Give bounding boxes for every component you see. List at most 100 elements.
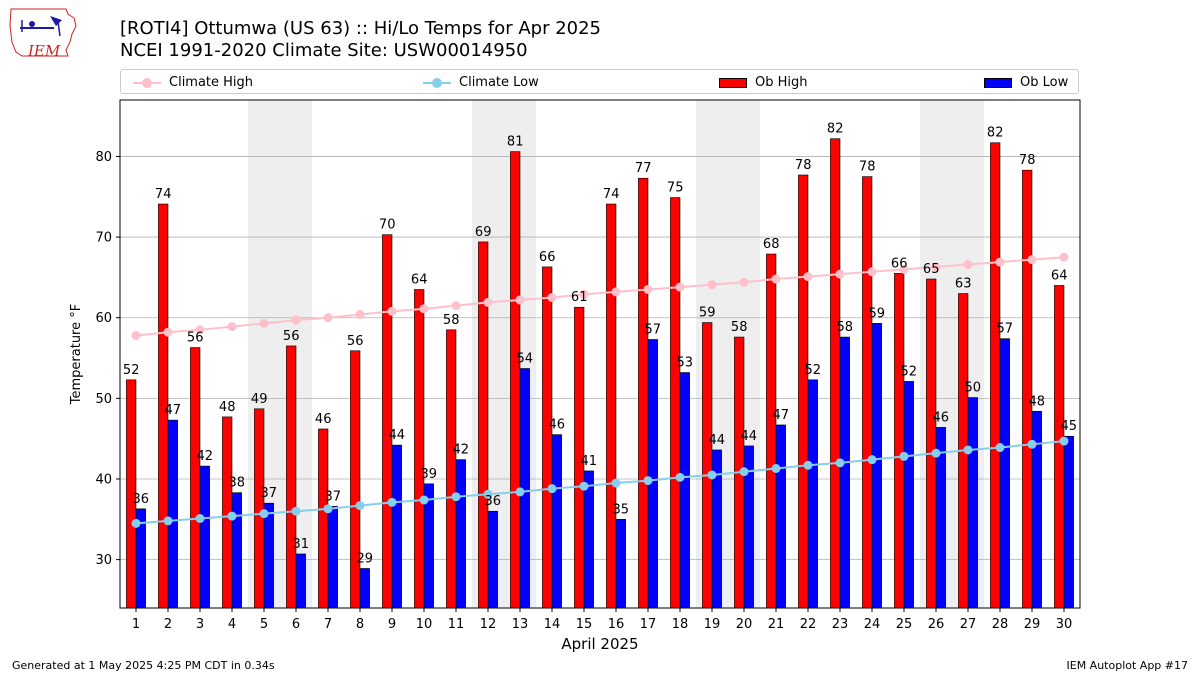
ob-high-bar: [830, 138, 841, 609]
ob-low-label: 42: [197, 449, 214, 464]
ob-high-label: 63: [955, 277, 972, 292]
swatch-icon: [984, 77, 1012, 88]
y-tick-label: 70: [95, 231, 112, 246]
climate-low-point: [259, 509, 269, 519]
ob-high-label: 46: [315, 412, 332, 427]
ob-high-bar: [638, 177, 649, 609]
ob-high-label: 52: [123, 363, 140, 378]
legend-item-climate-low: Climate Low: [423, 70, 539, 95]
ob-high-bar: [1022, 169, 1033, 609]
y-tick-label: 60: [95, 311, 112, 326]
climate-low-line: [135, 440, 1065, 525]
ob-high-bar: [286, 345, 297, 609]
ob-high-bar: [766, 253, 777, 609]
climate-low-point: [355, 501, 365, 511]
climate-high-point: [803, 272, 813, 282]
ob-low-label: 53: [677, 356, 694, 371]
climate-high-point: [867, 267, 877, 277]
climate-high-point: [1027, 255, 1037, 265]
ob-high-bar: [254, 408, 265, 609]
generated-note: Generated at 1 May 2025 4:25 PM CDT in 0…: [12, 659, 275, 672]
x-tick-label: 18: [672, 617, 689, 632]
ob-low-label: 45: [1061, 419, 1078, 434]
x-tick-label: 6: [292, 617, 300, 632]
ob-low-bar: [199, 465, 210, 609]
climate-high-point: [227, 322, 237, 332]
x-tick-label: 22: [800, 617, 817, 632]
climate-low-point: [547, 484, 557, 494]
x-tick-label: 5: [260, 617, 268, 632]
climate-high-point: [899, 264, 909, 274]
ob-high-bar: [894, 273, 905, 609]
ob-high-label: 59: [699, 306, 716, 321]
ob-high-label: 65: [923, 262, 940, 277]
x-tick-label: 20: [736, 617, 753, 632]
climate-low-point: [803, 460, 813, 470]
climate-low-point: [643, 476, 653, 486]
ob-low-bar: [327, 506, 338, 609]
ob-high-label: 49: [251, 392, 268, 407]
climate-high-point: [675, 282, 685, 292]
ob-high-label: 68: [763, 237, 780, 252]
chart-title: [ROTI4] Ottumwa (US 63) :: Hi/Lo Temps f…: [120, 18, 601, 39]
ob-high-bar: [990, 142, 1001, 609]
climate-high-point: [419, 304, 429, 314]
climate-high-point: [995, 257, 1005, 267]
ob-high-bar: [510, 151, 521, 609]
ob-high-label: 69: [475, 225, 492, 240]
x-tick-label: 17: [640, 617, 657, 632]
gridlines: [120, 156, 1080, 561]
swatch-icon: [719, 77, 747, 88]
climate-low-point: [931, 448, 941, 458]
ob-low-label: 29: [357, 551, 374, 566]
x-tick-label: 13: [512, 617, 529, 632]
climate-low-point: [291, 506, 301, 516]
ob-low-label: 37: [325, 489, 342, 504]
ob-high-label: 58: [443, 313, 460, 328]
climate-low-point: [163, 516, 173, 526]
ob-low-bar: [295, 553, 306, 609]
ob-low-bar: [391, 444, 402, 609]
ob-low-bar: [487, 510, 498, 609]
x-tick-label: 12: [480, 617, 497, 632]
logo-text: IEM: [28, 42, 61, 60]
ob-high-bar: [542, 266, 553, 609]
x-tick-label: 26: [928, 617, 945, 632]
climate-high-point: [451, 301, 461, 311]
ob-low-bar: [967, 397, 978, 609]
ob-low-bar: [839, 336, 850, 609]
climate-low-point: [1059, 436, 1069, 446]
climate-high-point: [739, 277, 749, 287]
climate-high-point: [515, 295, 525, 305]
line-marker-icon: [423, 77, 451, 88]
ob-high-label: 78: [795, 158, 812, 173]
ob-low-label: 39: [421, 467, 438, 482]
ob-high-bar: [606, 203, 617, 609]
ob-high-bar: [478, 241, 489, 609]
ob-high-label: 61: [571, 290, 588, 305]
ob-low-bar: [263, 502, 274, 609]
climate-high-point: [483, 297, 493, 307]
iowa-map-icon: [9, 8, 77, 57]
y-tick-label: 80: [95, 150, 112, 165]
ob-low-label: 44: [389, 428, 406, 443]
ob-low-label: 38: [229, 476, 246, 491]
y-tick-label: 50: [95, 392, 112, 407]
ob-high-bar: [350, 350, 361, 609]
climate-high-point: [131, 330, 141, 340]
x-tick-label: 30: [1056, 617, 1073, 632]
climate-high-point: [291, 315, 301, 325]
ob-low-bar: [679, 372, 690, 609]
climate-high-point: [355, 309, 365, 319]
ob-low-bar: [231, 492, 242, 609]
climate-high-point: [163, 327, 173, 337]
climate-low-point: [387, 497, 397, 507]
ob-high-label: 58: [731, 320, 748, 335]
bar-labels: 52 36 74 47 56 42 48 38 49 37 56 31 46 37 56 29 70 44 64 39…: [123, 122, 1077, 567]
ob-high-bar: [862, 176, 873, 609]
ob-low-label: 48: [1029, 394, 1046, 409]
climate-low-point: [707, 470, 717, 480]
climate-low-point: [867, 455, 877, 465]
legend-label: Climate Low: [459, 75, 539, 90]
ob-low-bar: [551, 434, 562, 609]
